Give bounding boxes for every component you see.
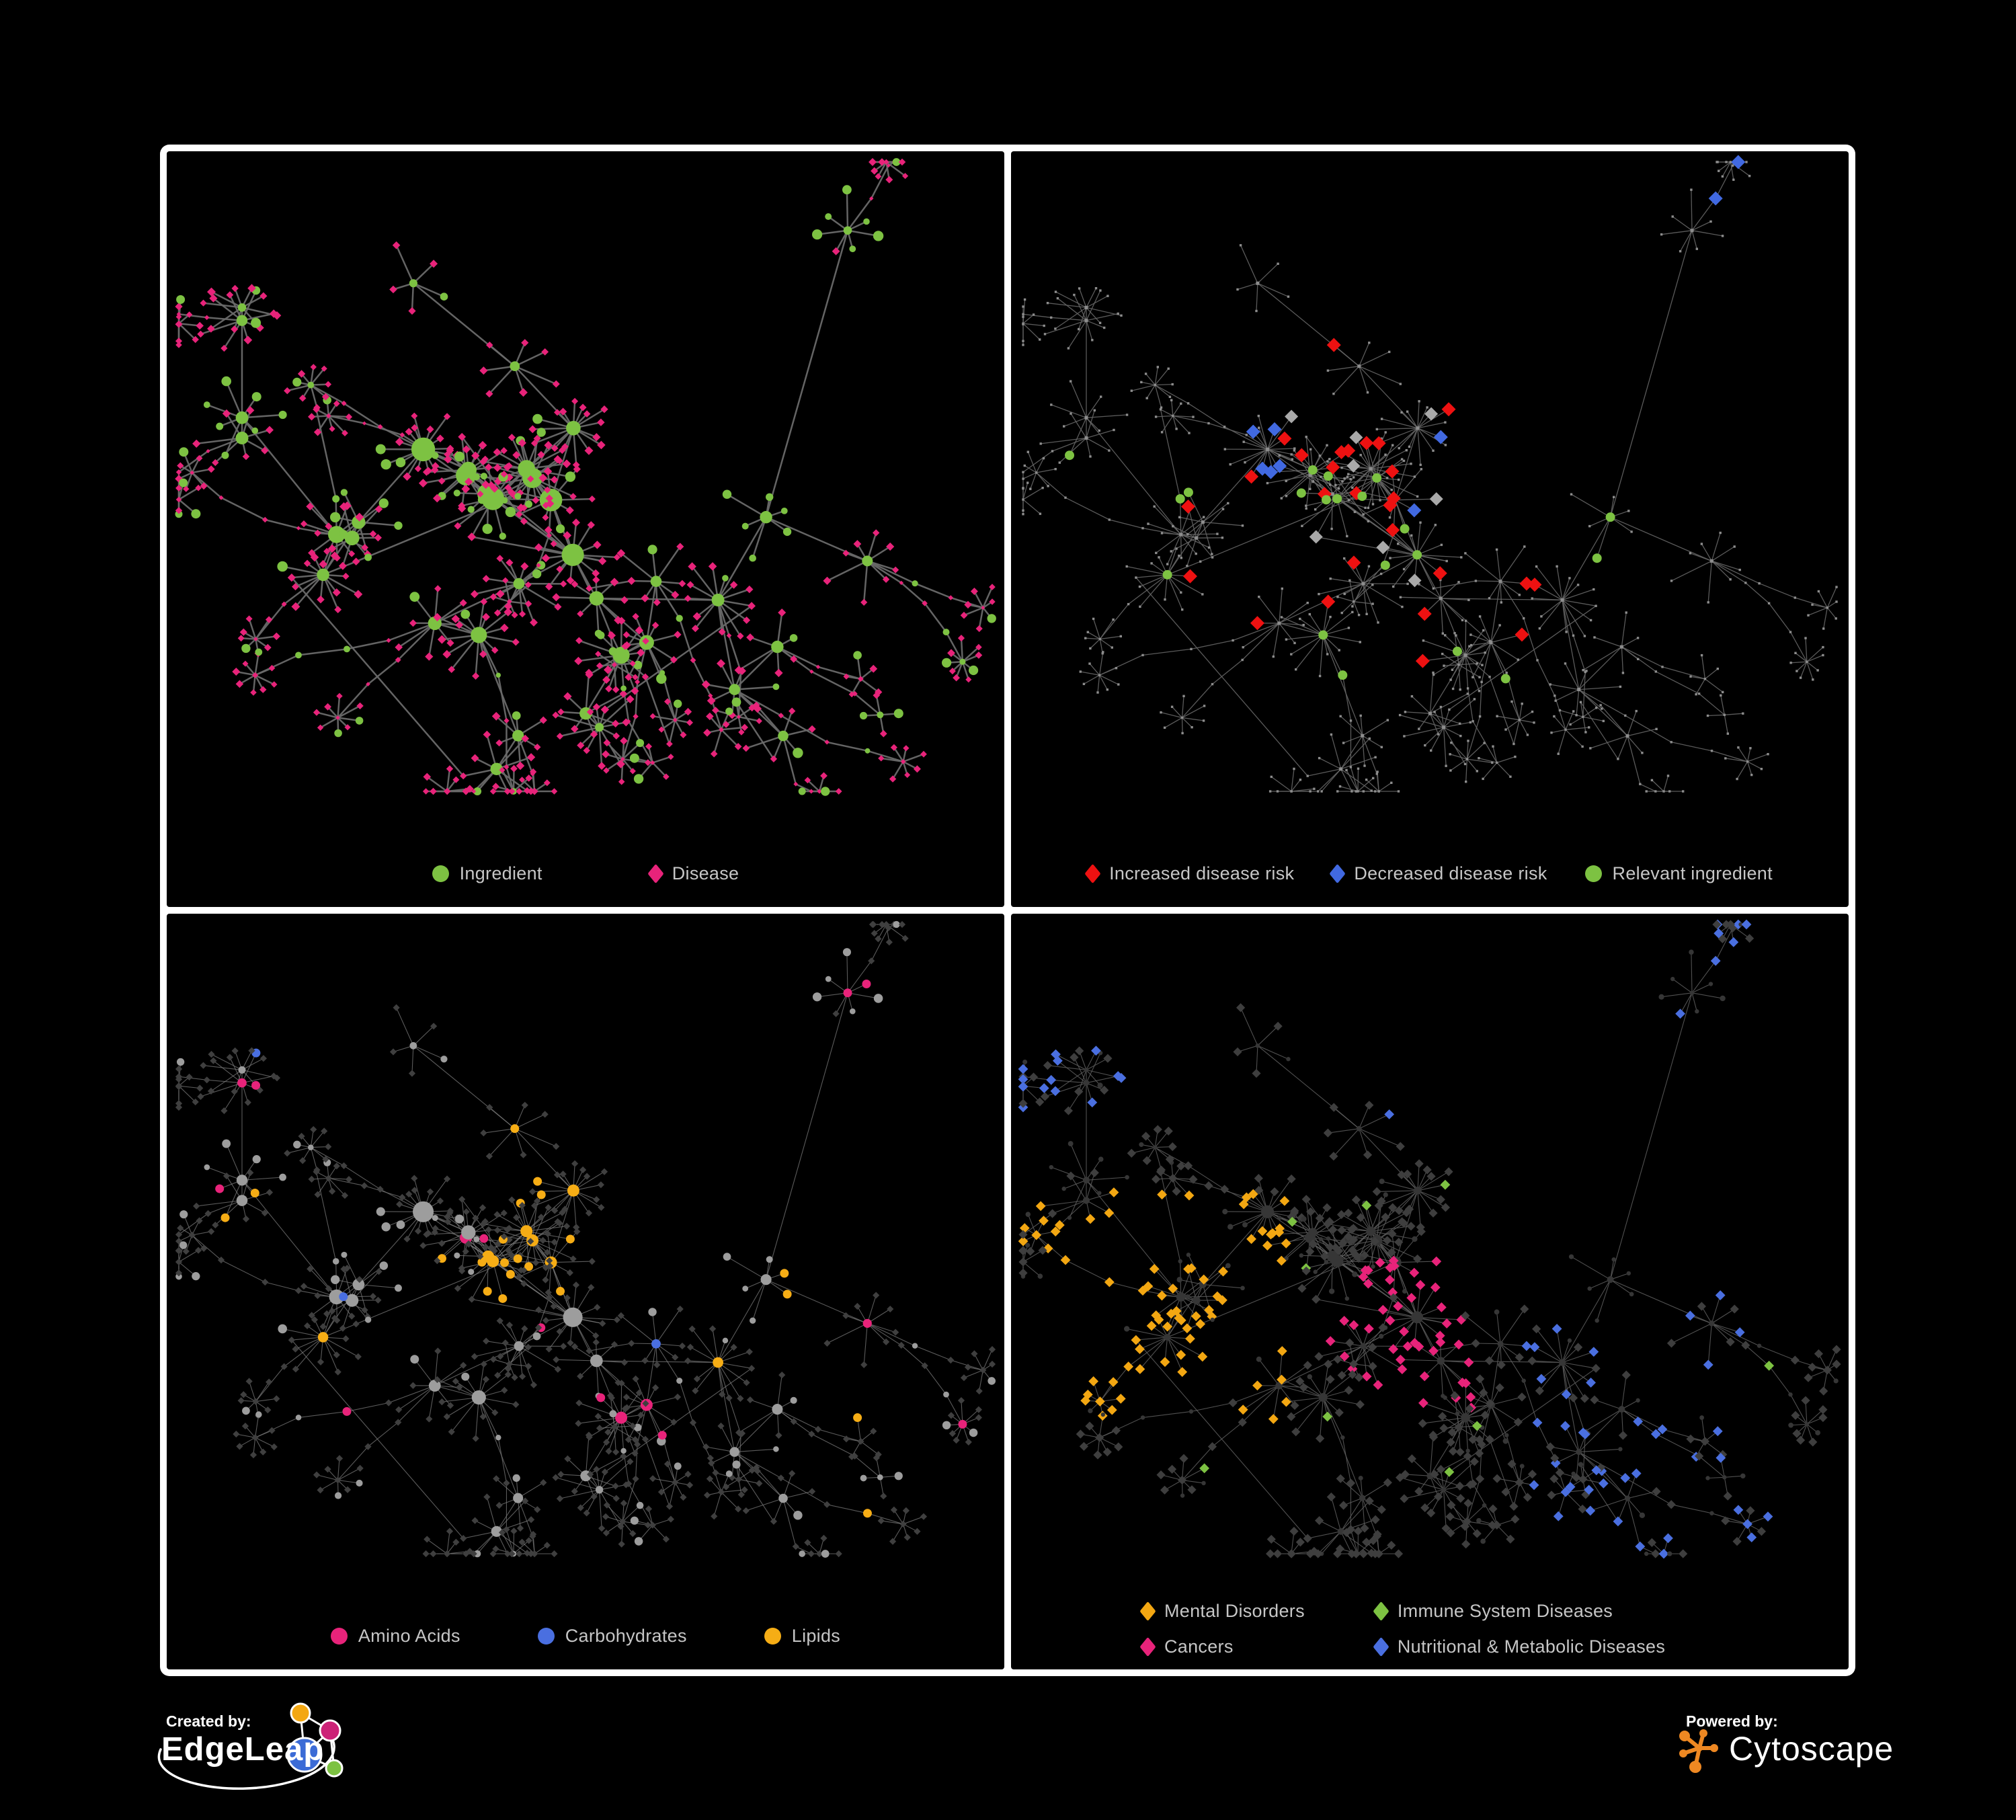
legend-diamond-icon: [1139, 1636, 1156, 1657]
legend-item: Ingredient: [432, 863, 542, 884]
legend-circle-icon: [764, 1628, 781, 1645]
panel-disease-categories: Mental Disorders Immune System Diseases Ca…: [1011, 914, 1849, 1669]
legend-diamond-icon: [1084, 863, 1101, 884]
legend-item: Lipids: [764, 1626, 840, 1647]
legend-diamond-icon: [1139, 1601, 1156, 1622]
legend-item: Mental Disorders: [1139, 1601, 1305, 1622]
legend-diamond-icon: [1329, 863, 1346, 884]
legend-ingredient-disease: Ingredient Disease: [167, 863, 1004, 884]
edgeleap-logo: [157, 1702, 344, 1790]
legend-diamond-icon: [1373, 1636, 1389, 1657]
legend-label: Disease: [672, 863, 739, 883]
panel-ingredient-disease: Ingredient Disease: [167, 151, 1004, 907]
network-disease-categories: [1018, 919, 1841, 1559]
panel-nutrient-categories: Amino Acids Carbohydrates Lipids: [167, 914, 1004, 1669]
network-ingredient-disease: [175, 158, 996, 796]
panel-disease-risk: Increased disease risk Decreased disease …: [1011, 151, 1849, 907]
created-by-label: Created by:: [166, 1712, 251, 1730]
legend-item: Amino Acids: [330, 1626, 460, 1647]
legend-label: Carbohydrates: [565, 1626, 687, 1646]
legend-label: Decreased disease risk: [1354, 863, 1547, 883]
legend-label: Cancers: [1164, 1636, 1234, 1657]
legend-label: Nutritional & Metabolic Diseases: [1397, 1636, 1666, 1657]
legend-label: Immune System Diseases: [1397, 1601, 1613, 1621]
legend-nutrient-categories: Amino Acids Carbohydrates Lipids: [167, 1626, 1004, 1647]
legend-circle-icon: [432, 865, 449, 882]
legend-item: Carbohydrates: [537, 1626, 687, 1647]
edgeleap-wordmark: EdgeLeap: [161, 1731, 325, 1768]
legend-label: Relevant ingredient: [1612, 863, 1773, 883]
legend-label: Mental Disorders: [1164, 1601, 1305, 1621]
legend-item: Disease: [647, 863, 739, 884]
legend-item: Decreased disease risk: [1329, 863, 1547, 884]
network-nutrient-categories: [175, 920, 996, 1558]
legend-circle-icon: [1584, 865, 1602, 882]
legend-circle-icon: [537, 1628, 555, 1645]
legend-label: Ingredient: [459, 863, 542, 883]
legend-item: Cancers: [1139, 1636, 1305, 1657]
legend-label: Amino Acids: [358, 1626, 460, 1646]
legend-disease-categories: Mental Disorders Immune System Diseases Ca…: [1011, 1601, 1849, 1657]
legend-label: Increased disease risk: [1109, 863, 1295, 883]
legend-disease-risk: Increased disease risk Decreased disease …: [1011, 863, 1849, 884]
legend-diamond-icon: [647, 863, 664, 884]
cytoscape-wordmark: Cytoscape: [1729, 1730, 1894, 1768]
legend-label: Lipids: [791, 1626, 841, 1646]
panels-grid: Ingredient Disease Increased disease risk…: [160, 145, 1855, 1676]
legend-item: Increased disease risk: [1084, 863, 1295, 884]
legend-item: Nutritional & Metabolic Diseases: [1373, 1636, 1666, 1657]
legend-item: Immune System Diseases: [1373, 1601, 1665, 1622]
legend-diamond-icon: [1373, 1601, 1389, 1622]
cytoscape-logo-icon: [1679, 1729, 1718, 1773]
legend-item: Relevant ingredient: [1584, 863, 1773, 884]
network-disease-risk: [1022, 155, 1838, 793]
powered-by-label: Powered by:: [1686, 1712, 1778, 1730]
legend-circle-icon: [330, 1628, 348, 1645]
